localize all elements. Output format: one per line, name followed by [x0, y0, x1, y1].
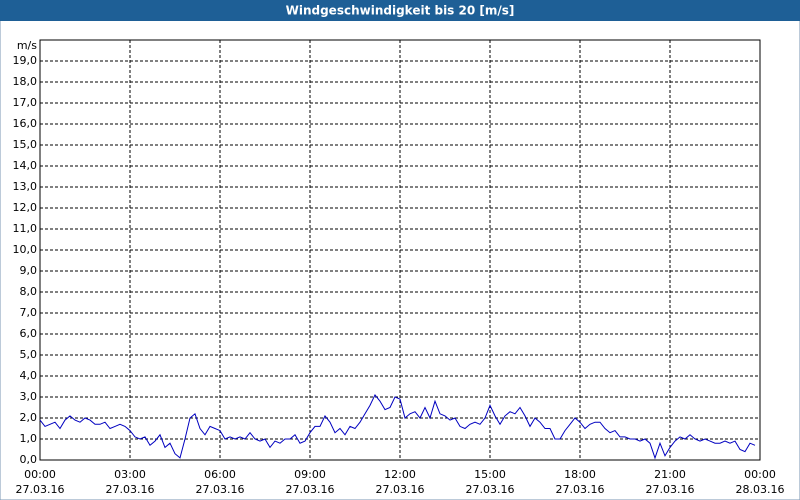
x-tick-date: 27.03.16	[106, 483, 155, 496]
y-tick-label: 1,0	[20, 432, 38, 445]
chart-title: Windgeschwindigkeit bis 20 [m/s]	[286, 4, 515, 18]
x-tick-label: 21:00	[654, 468, 686, 481]
x-tick-label: 18:00	[564, 468, 596, 481]
x-tick-date: 27.03.16	[16, 483, 65, 496]
y-tick-label: 14,0	[13, 159, 38, 172]
y-tick-label: 2,0	[20, 411, 38, 424]
x-tick-label: 03:00	[114, 468, 146, 481]
y-tick-label: 4,0	[20, 369, 38, 382]
y-tick-label: 17,0	[13, 96, 38, 109]
x-tick-date: 27.03.16	[196, 483, 245, 496]
x-tick-label: 09:00	[294, 468, 326, 481]
y-axis-label: m/s	[17, 39, 37, 52]
x-tick-label: 06:00	[204, 468, 236, 481]
x-tick-date: 27.03.16	[646, 483, 695, 496]
y-tick-label: 18,0	[13, 75, 38, 88]
y-tick-label: 13,0	[13, 180, 38, 193]
y-tick-label: 6,0	[20, 327, 38, 340]
y-tick-label: 7,0	[20, 306, 38, 319]
x-tick-date: 28.03.16	[736, 483, 785, 496]
y-tick-label: 0,0	[20, 453, 38, 466]
y-tick-label: 3,0	[20, 390, 38, 403]
x-tick-label: 12:00	[384, 468, 416, 481]
y-tick-label: 19,0	[13, 54, 38, 67]
x-tick-date: 27.03.16	[376, 483, 425, 496]
y-tick-label: 10,0	[13, 243, 38, 256]
x-tick-date: 27.03.16	[466, 483, 515, 496]
data-line	[39, 393, 756, 460]
y-tick-label: 5,0	[20, 348, 38, 361]
y-tick-label: 12,0	[13, 201, 38, 214]
x-tick-label: 00:00	[24, 468, 56, 481]
y-tick-label: 9,0	[20, 264, 38, 277]
y-tick-label: 15,0	[13, 138, 38, 151]
title-bar	[0, 0, 800, 21]
y-tick-label: 16,0	[13, 117, 38, 130]
x-tick-date: 27.03.16	[286, 483, 335, 496]
x-tick-date: 27.03.16	[556, 483, 605, 496]
x-tick-label: 15:00	[474, 468, 506, 481]
y-tick-label: 8,0	[20, 285, 38, 298]
x-tick-label: 00:00	[744, 468, 776, 481]
y-tick-label: 11,0	[13, 222, 38, 235]
